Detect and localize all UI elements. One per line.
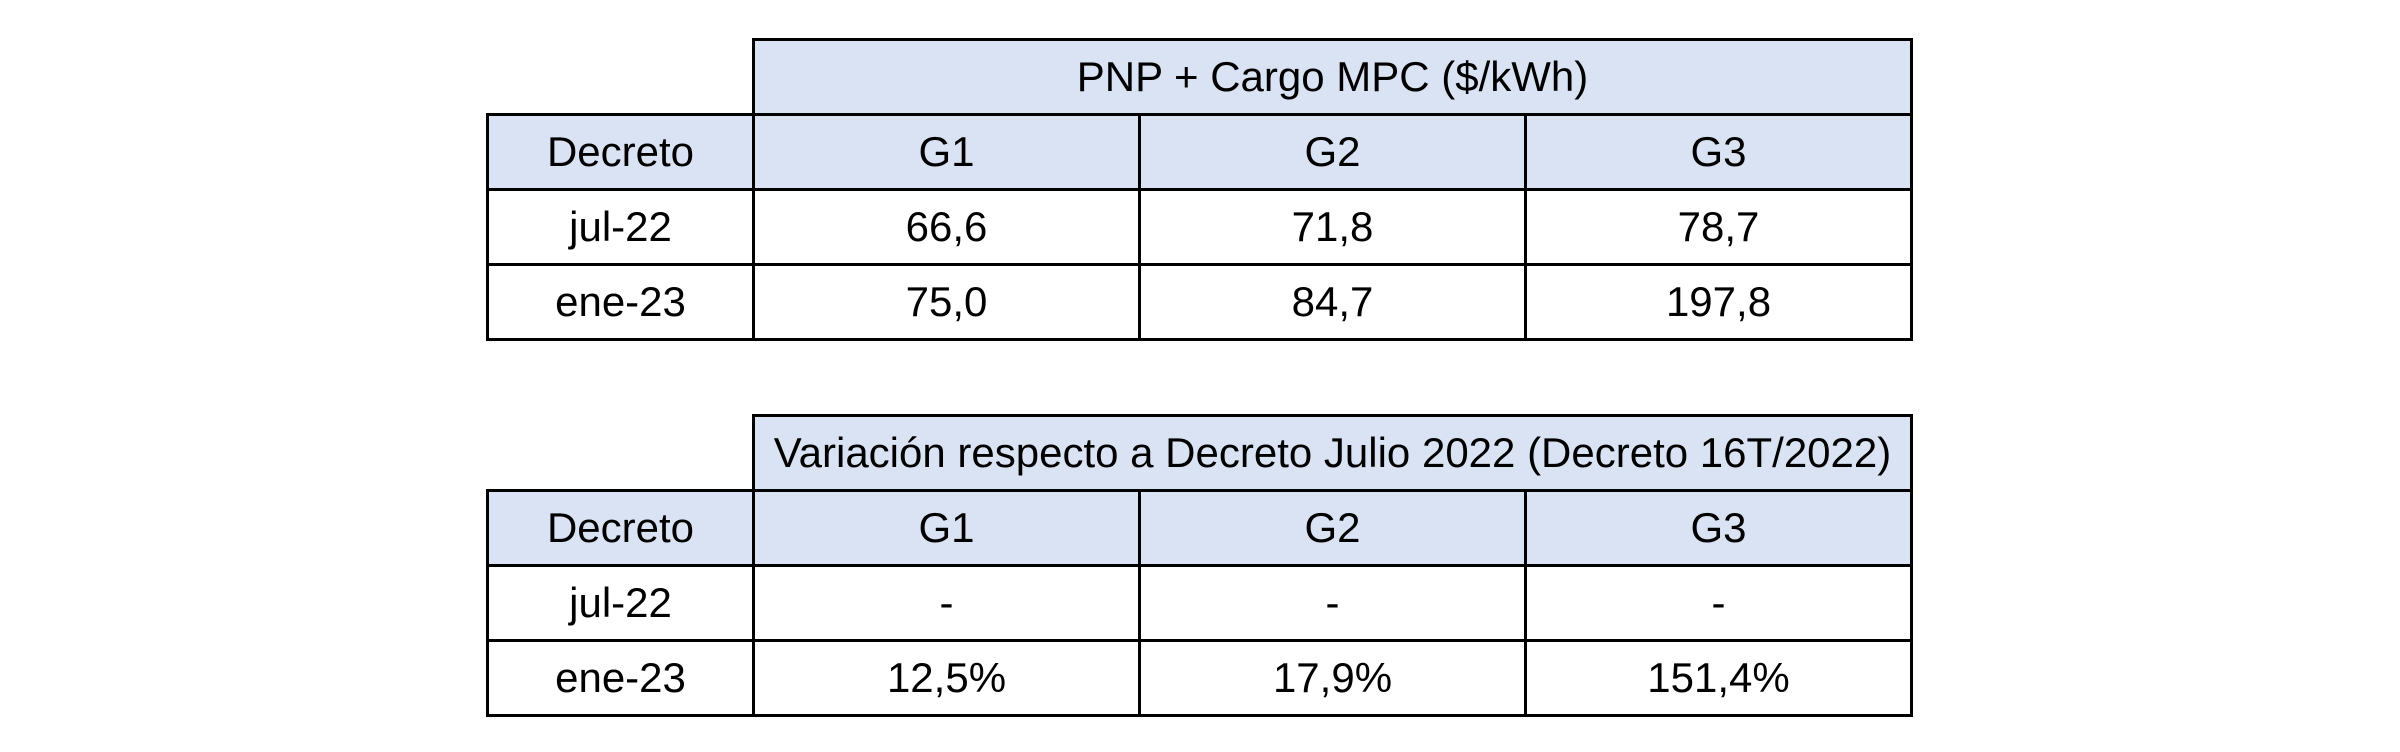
pnp-cargo-table: PNP + Cargo MPC ($/kWh) Decreto G1 G2 G3… <box>486 38 1914 341</box>
table-cell: 84,7 <box>1138 263 1527 341</box>
table-cell: - <box>1524 564 1913 642</box>
table-row: ene-23 75,0 84,7 197,8 <box>486 263 1914 341</box>
row-label: ene-23 <box>486 639 755 717</box>
table-cell: 12,5% <box>752 639 1141 717</box>
empty-corner <box>488 40 754 115</box>
table-title-row: PNP + Cargo MPC ($/kWh) <box>488 38 1914 116</box>
column-header-g1: G1 <box>752 113 1141 191</box>
column-header-g1: G1 <box>752 489 1141 567</box>
table-cell: 17,9% <box>1138 639 1527 717</box>
table-cell: - <box>752 564 1141 642</box>
table-title: PNP + Cargo MPC ($/kWh) <box>751 38 1914 116</box>
row-label: jul-22 <box>486 564 755 642</box>
table-row: ene-23 12,5% 17,9% 151,4% <box>486 639 1913 717</box>
column-header-g2: G2 <box>1138 113 1527 191</box>
column-header-g2: G2 <box>1138 489 1527 567</box>
table-cell: 197,8 <box>1523 263 1914 341</box>
table-header-row: Decreto G1 G2 G3 <box>486 489 1913 567</box>
table-row: jul-22 - - - <box>486 564 1913 642</box>
column-header-g3: G3 <box>1524 489 1913 567</box>
table-row: jul-22 66,6 71,8 78,7 <box>486 188 1914 266</box>
table-cell: - <box>1138 564 1527 642</box>
table-cell: 78,7 <box>1523 188 1914 266</box>
row-header-label: Decreto <box>486 489 755 567</box>
table-cell: 66,6 <box>752 188 1141 266</box>
table-header-row: Decreto G1 G2 G3 <box>486 113 1914 191</box>
table-cell: 75,0 <box>752 263 1141 341</box>
empty-corner <box>488 416 754 491</box>
variation-table: Variación respecto a Decreto Julio 2022 … <box>486 414 1913 717</box>
table-cell: 71,8 <box>1138 188 1527 266</box>
column-header-g3: G3 <box>1523 113 1914 191</box>
row-label: jul-22 <box>486 188 755 266</box>
row-header-label: Decreto <box>486 113 755 191</box>
row-label: ene-23 <box>486 263 755 341</box>
table-title: Variación respecto a Decreto Julio 2022 … <box>752 414 1913 492</box>
table-cell: 151,4% <box>1524 639 1913 717</box>
table-title-row: Variación respecto a Decreto Julio 2022 … <box>488 414 1913 492</box>
